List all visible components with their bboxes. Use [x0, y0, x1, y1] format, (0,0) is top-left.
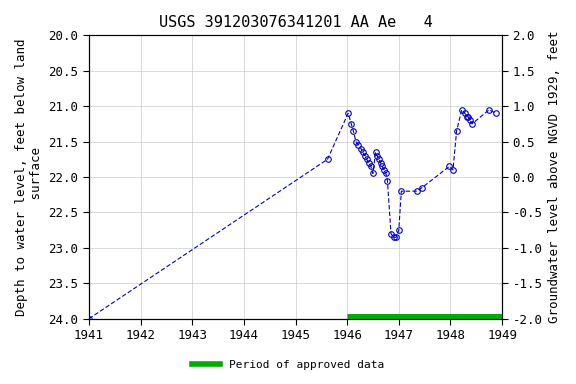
Legend: Period of approved data: Period of approved data	[188, 356, 388, 375]
Y-axis label: Depth to water level, feet below land
 surface: Depth to water level, feet below land su…	[15, 38, 43, 316]
Y-axis label: Groundwater level above NGVD 1929, feet: Groundwater level above NGVD 1929, feet	[548, 31, 561, 323]
Title: USGS 391203076341201 AA Ae   4: USGS 391203076341201 AA Ae 4	[158, 15, 433, 30]
